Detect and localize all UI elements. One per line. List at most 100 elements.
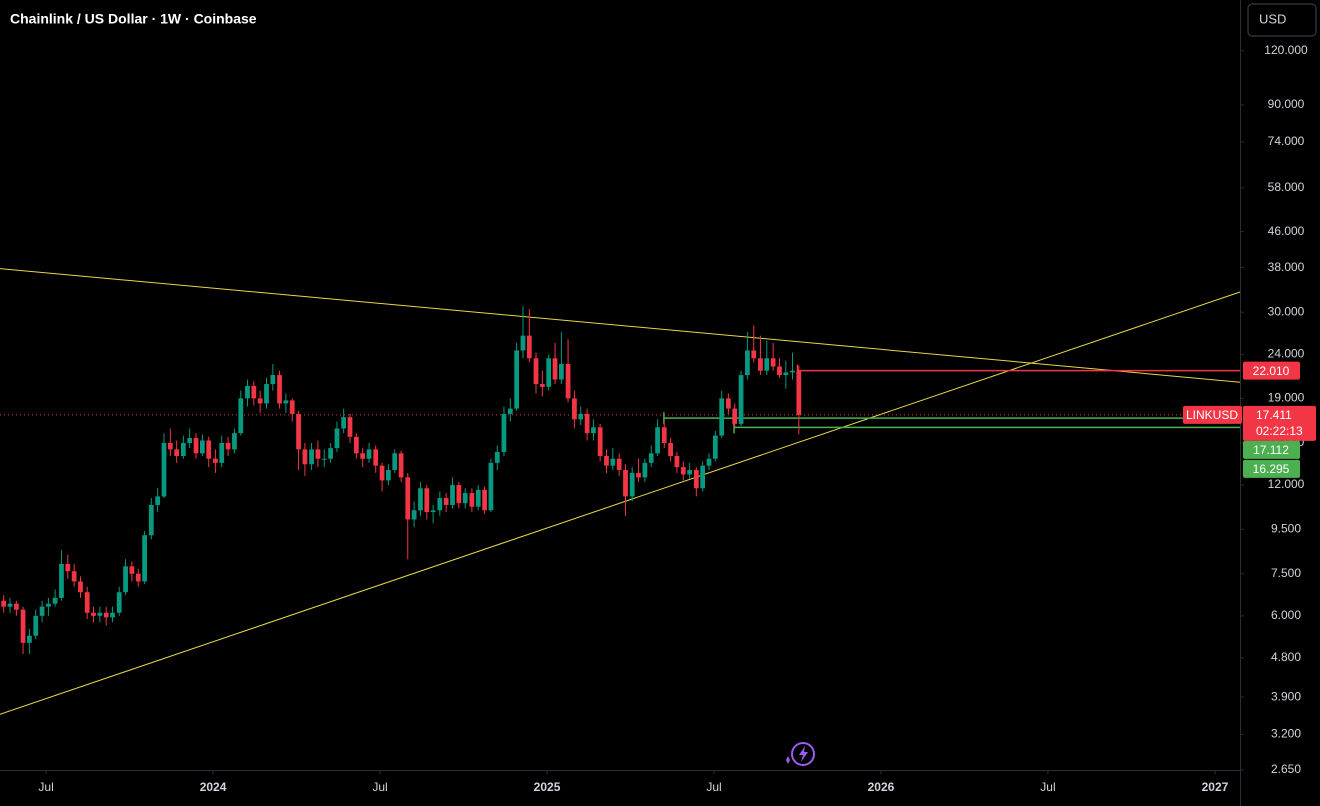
lightning-icon[interactable] bbox=[786, 742, 815, 766]
candle-body bbox=[296, 413, 301, 450]
candle-body bbox=[456, 485, 462, 504]
candle-body bbox=[155, 496, 161, 505]
price-label: 17.112 bbox=[1253, 443, 1289, 457]
y-tick-label: 7.500 bbox=[1271, 566, 1301, 580]
candle-body bbox=[52, 597, 58, 604]
candle-body bbox=[655, 427, 660, 454]
candle-body bbox=[39, 606, 45, 616]
y-tick-label: 3.900 bbox=[1271, 689, 1301, 703]
candle-body bbox=[443, 498, 449, 505]
candle-body bbox=[450, 485, 455, 505]
candle-body bbox=[533, 358, 539, 385]
candle-body bbox=[27, 635, 32, 643]
candle-body bbox=[591, 427, 596, 434]
candle-body bbox=[758, 358, 763, 371]
axes: 120.000 90.000 74.000 58.000 46.000 38.000 30.… bbox=[38, 43, 1316, 794]
currency-label[interactable]: USD bbox=[1259, 11, 1286, 26]
candle-body bbox=[604, 455, 609, 466]
candle-body bbox=[648, 453, 654, 463]
x-tick-label: 2026 bbox=[868, 780, 895, 794]
candle-body bbox=[559, 363, 564, 380]
candle-body bbox=[129, 566, 135, 574]
candle-body bbox=[13, 603, 19, 610]
candle-body bbox=[283, 400, 289, 404]
candle-body bbox=[642, 462, 648, 478]
last-price-label: 17.411 bbox=[1256, 408, 1292, 422]
candle-body bbox=[238, 398, 244, 434]
y-tick-label: 90.000 bbox=[1268, 97, 1305, 111]
candle-body bbox=[719, 398, 725, 436]
price-label-box bbox=[1243, 361, 1300, 380]
plot-area bbox=[0, 268, 1241, 715]
candle-body bbox=[142, 535, 147, 582]
candle-body bbox=[725, 398, 731, 409]
candle-body bbox=[507, 408, 513, 414]
candle-body bbox=[180, 442, 186, 456]
candle-body bbox=[572, 398, 577, 420]
candle-body bbox=[777, 366, 782, 376]
y-tick-label: 58.000 bbox=[1268, 180, 1305, 194]
candle-body bbox=[161, 442, 167, 497]
candle-body bbox=[341, 417, 347, 429]
candle-body bbox=[347, 417, 353, 437]
candle-body bbox=[302, 449, 308, 465]
candle-body bbox=[552, 358, 558, 380]
candle-body bbox=[84, 592, 90, 613]
candle-body bbox=[469, 493, 475, 507]
candle-body bbox=[257, 398, 263, 404]
icon-spark bbox=[786, 756, 790, 764]
candle-body bbox=[65, 563, 71, 572]
currency-button[interactable] bbox=[1247, 3, 1317, 37]
candle-body bbox=[251, 385, 257, 399]
candle-body bbox=[123, 566, 128, 593]
y-tick-label: 24.000 bbox=[1268, 346, 1305, 360]
x-tick-label: Jul bbox=[706, 780, 721, 794]
candle-body bbox=[418, 488, 423, 511]
countdown-label: 02:22:13 bbox=[1256, 424, 1303, 438]
candle-body bbox=[167, 442, 173, 450]
candle-body bbox=[405, 477, 411, 520]
candle-body bbox=[629, 472, 635, 497]
candle-body bbox=[616, 458, 622, 470]
candle-body bbox=[693, 469, 699, 489]
candle-body bbox=[597, 427, 603, 456]
candle-body bbox=[610, 458, 616, 466]
candle-body bbox=[751, 350, 757, 359]
candle-body bbox=[334, 428, 340, 449]
candle-body bbox=[437, 498, 443, 511]
candle-body bbox=[225, 442, 231, 450]
candle-body bbox=[386, 469, 391, 481]
candle-body bbox=[790, 370, 795, 373]
candle-body bbox=[738, 375, 744, 424]
symbol-label: LINKUSD bbox=[1186, 408, 1238, 422]
candle-body bbox=[135, 573, 141, 582]
x-tick-label: 2024 bbox=[200, 780, 227, 794]
candle-body bbox=[289, 400, 295, 414]
candle-body bbox=[353, 436, 359, 454]
candle-body bbox=[116, 592, 122, 613]
candle-body bbox=[245, 385, 250, 399]
candle-body bbox=[430, 510, 436, 513]
y-tick-label: 120.000 bbox=[1264, 43, 1308, 57]
x-tick-label: 2025 bbox=[534, 780, 561, 794]
candle-body bbox=[796, 370, 802, 415]
last-price-box bbox=[1243, 405, 1316, 441]
candle-body bbox=[494, 451, 500, 463]
candle-body bbox=[366, 449, 372, 459]
candle-body bbox=[732, 408, 738, 424]
candle-body bbox=[539, 384, 545, 387]
x-tick-label: 2027 bbox=[1202, 780, 1229, 794]
price-label-box bbox=[1243, 459, 1300, 478]
y-tick-label: 3.200 bbox=[1271, 727, 1301, 741]
candle-body bbox=[674, 455, 680, 468]
y-tick-label: 38.000 bbox=[1268, 260, 1305, 274]
candle-body bbox=[546, 358, 552, 387]
chart-title: Chainlink / US Dollar · 1W · Coinbase bbox=[10, 11, 257, 27]
candle-body bbox=[270, 375, 276, 385]
price-label: 22.010 bbox=[1253, 364, 1290, 378]
candle-body bbox=[174, 449, 180, 456]
candle-body bbox=[277, 375, 282, 404]
y-tick-label: 12.000 bbox=[1268, 477, 1305, 491]
candle-body bbox=[328, 448, 334, 459]
candle-body bbox=[59, 563, 64, 598]
